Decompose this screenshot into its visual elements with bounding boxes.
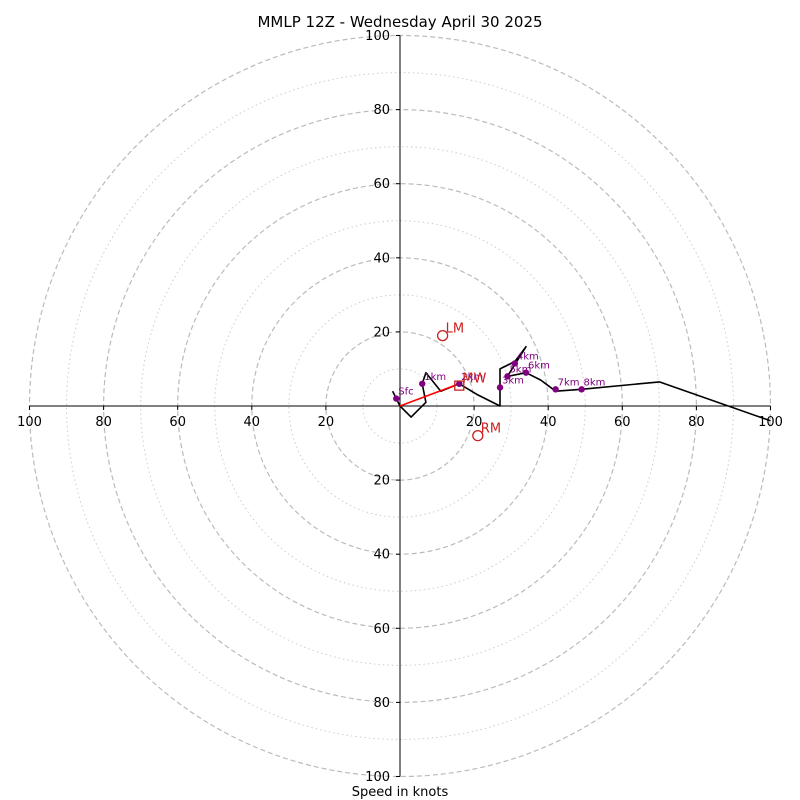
- y-tick-label: 60: [373, 622, 390, 637]
- y-tick-label: 80: [373, 696, 390, 711]
- motion-marker-circle: [472, 429, 484, 442]
- height-marker-point: [456, 380, 463, 387]
- height-marker-label: Sfc: [398, 387, 413, 398]
- height-marker-label: 8km: [584, 377, 606, 388]
- height-marker-point: [419, 380, 426, 387]
- y-tick-label: 20: [373, 474, 390, 489]
- motion-marker-label: RM: [481, 422, 501, 437]
- y-tick-label: 100: [365, 29, 390, 44]
- x-tick-label: 40: [244, 415, 261, 430]
- height-marker-point: [522, 369, 530, 376]
- x-tick-label: 20: [466, 415, 483, 430]
- height-marker-label: 1km: [424, 372, 446, 383]
- x-tick-label: 60: [614, 415, 631, 430]
- y-tick-label: 80: [373, 103, 390, 118]
- tick-labels: 100 80 60 40 20 20 40 60 80 100 100 80 60 40 20 20 40 60 8…: [17, 29, 783, 785]
- y-tick-label: 40: [373, 548, 390, 563]
- x-axis-label: Speed in knots: [352, 785, 449, 800]
- height-marker-point: [496, 384, 504, 391]
- motion-marker-label: LM: [446, 322, 464, 337]
- motion-marker-square: [454, 380, 465, 391]
- height-marker-label: 4km: [517, 351, 539, 362]
- y-tick-label: 100: [365, 770, 390, 785]
- x-tick-label: 100: [17, 415, 42, 430]
- chart-title: MMLP 12Z - Wednesday April 30 2025: [257, 13, 542, 31]
- shear-vector: [399, 383, 460, 407]
- height-marker-point: [578, 386, 585, 393]
- x-tick-label: 60: [169, 415, 186, 430]
- height-marker-point: [504, 373, 511, 380]
- height-marker-label: 5km: [509, 364, 531, 375]
- height-marker-point: [393, 395, 400, 402]
- x-tick-label: 40: [540, 415, 557, 430]
- storm-motion-markers: LM MW RM: [436, 322, 501, 442]
- x-tick-label: 20: [318, 415, 335, 430]
- shear-vector-line: [399, 383, 460, 407]
- height-marker-point: [552, 386, 559, 393]
- hodograph-trace: [391, 345, 771, 422]
- height-marker-label: 2km: [461, 372, 483, 383]
- height-marker-label: 7km: [558, 377, 580, 388]
- x-tick-label: 80: [688, 415, 705, 430]
- x-tick-label: 80: [95, 415, 112, 430]
- motion-marker-circle: [436, 329, 449, 342]
- y-tick-label: 20: [373, 325, 390, 340]
- height-marker-label: 3km: [502, 375, 524, 386]
- height-marker-point: [511, 360, 519, 367]
- wind-profile: [391, 345, 771, 422]
- height-marker-label: 6km: [528, 361, 550, 372]
- y-tick-label: 60: [373, 177, 390, 192]
- y-tick-label: 40: [373, 251, 390, 266]
- motion-marker-label: MW: [462, 372, 486, 387]
